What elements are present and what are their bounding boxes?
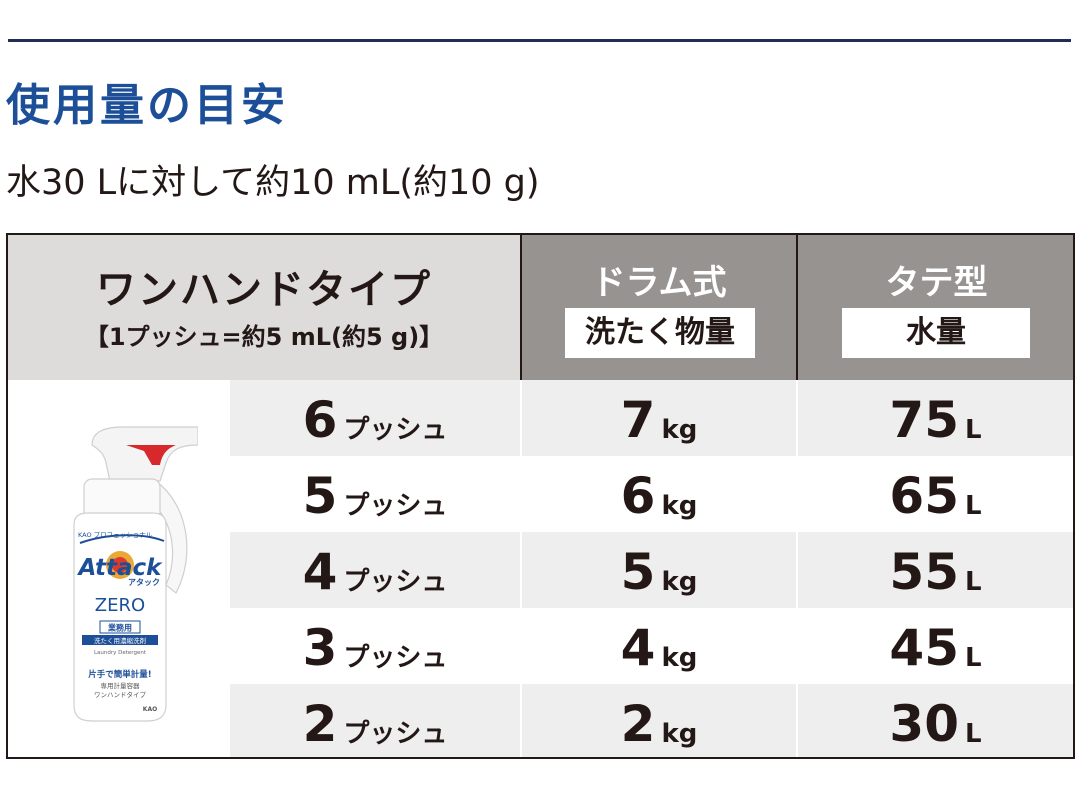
- bottle-label-en: Laundry Detergent: [94, 650, 147, 656]
- weight-unit: kg: [661, 415, 698, 445]
- usage-table: ワンハンドタイプ 【1プッシュ=約5 mL(約5 g)】 ドラム式 洗たく物量 …: [6, 233, 1075, 759]
- header-one-hand-title: ワンハンドタイプ: [96, 267, 432, 313]
- water-volume-cell: 30 L: [798, 684, 1073, 757]
- page-title: 使用量の目安: [6, 80, 288, 131]
- push-unit: プッシュ: [343, 643, 448, 673]
- header-drum: ドラム式 洗たく物量: [522, 235, 796, 380]
- volume-unit: L: [965, 643, 982, 673]
- header-one-hand-sub: 【1プッシュ=約5 mL(約5 g)】: [84, 323, 444, 351]
- column-divider: [796, 235, 798, 380]
- header-vertical-box: 水量: [842, 308, 1030, 358]
- water-volume-cell: 75 L: [798, 380, 1073, 456]
- table-row: 5 プッシュ 6 kg 65 L: [8, 456, 1073, 532]
- volume-unit: L: [965, 719, 982, 749]
- laundry-weight: 2: [620, 695, 656, 753]
- water-volume: 75: [889, 391, 959, 449]
- bottle-label-strip: 洗たく用濃縮洗剤: [94, 636, 146, 645]
- bottle-brand-kana: アタック: [128, 577, 160, 587]
- table-row: 3 プッシュ 4 kg 45 L: [8, 608, 1073, 684]
- table-row: 6 プッシュ 7 kg 75 L: [8, 380, 1073, 456]
- push-count: 2: [302, 695, 338, 753]
- push-cell: 3 プッシュ: [230, 608, 520, 684]
- laundry-weight-cell: 5 kg: [522, 532, 796, 608]
- bottle-tagline: 片手で簡単計量!: [88, 669, 151, 680]
- push-count: 5: [302, 467, 338, 525]
- water-volume-cell: 45 L: [798, 608, 1073, 684]
- water-volume: 65: [889, 467, 959, 525]
- water-volume-cell: 55 L: [798, 532, 1073, 608]
- water-volume: 30: [889, 695, 959, 753]
- push-unit: プッシュ: [343, 719, 448, 749]
- push-unit: プッシュ: [343, 567, 448, 597]
- push-count: 4: [302, 543, 338, 601]
- laundry-weight-cell: 7 kg: [522, 380, 796, 456]
- volume-unit: L: [965, 567, 982, 597]
- column-divider: [520, 235, 522, 380]
- volume-unit: L: [965, 491, 982, 521]
- header-drum-title: ドラム式: [591, 263, 727, 303]
- laundry-weight: 4: [620, 619, 656, 677]
- volume-unit: L: [965, 415, 982, 445]
- water-volume-cell: 65 L: [798, 456, 1073, 532]
- header-vertical-title: タテ型: [885, 263, 988, 303]
- bottle-maker: KAO: [143, 706, 157, 713]
- weight-unit: kg: [661, 719, 698, 749]
- header-vertical: タテ型 水量: [798, 235, 1073, 380]
- push-count: 3: [302, 619, 338, 677]
- table-row: 4 プッシュ 5 kg 55 L: [8, 532, 1073, 608]
- push-count: 6: [302, 391, 338, 449]
- table-row: 2 プッシュ 2 kg 30 L: [8, 684, 1073, 757]
- push-cell: 4 プッシュ: [230, 532, 520, 608]
- bottle-brand: Attack: [77, 555, 164, 581]
- water-volume: 45: [889, 619, 959, 677]
- weight-unit: kg: [661, 643, 698, 673]
- laundry-weight: 7: [620, 391, 656, 449]
- push-cell: 6 プッシュ: [230, 380, 520, 456]
- header-drum-box: 洗たく物量: [565, 308, 755, 358]
- laundry-weight-cell: 4 kg: [522, 608, 796, 684]
- top-rule: [8, 39, 1071, 42]
- water-volume: 55: [889, 543, 959, 601]
- weight-unit: kg: [661, 491, 698, 521]
- page-subtitle: 水30 Lに対して約10 mL(約10 g): [6, 163, 540, 203]
- laundry-weight-cell: 6 kg: [522, 456, 796, 532]
- weight-unit: kg: [661, 567, 698, 597]
- push-cell: 5 プッシュ: [230, 456, 520, 532]
- bottle-desc-2: ワンハンドタイプ: [94, 690, 147, 699]
- bottle-desc-1: 専用計量容器: [101, 681, 141, 690]
- detergent-bottle-image: KAO プロフェッショナル Attack アタック ZERO 業務用 洗たく用濃…: [73, 426, 198, 722]
- laundry-weight: 6: [620, 467, 656, 525]
- laundry-weight: 5: [620, 543, 656, 601]
- bottle-label-box: 業務用: [107, 623, 132, 633]
- push-unit: プッシュ: [343, 491, 448, 521]
- bottle-line: ZERO: [95, 595, 145, 616]
- push-cell: 2 プッシュ: [230, 684, 520, 757]
- laundry-weight-cell: 2 kg: [522, 684, 796, 757]
- header-one-hand: ワンハンドタイプ 【1プッシュ=約5 mL(約5 g)】: [8, 235, 520, 380]
- push-unit: プッシュ: [343, 415, 448, 445]
